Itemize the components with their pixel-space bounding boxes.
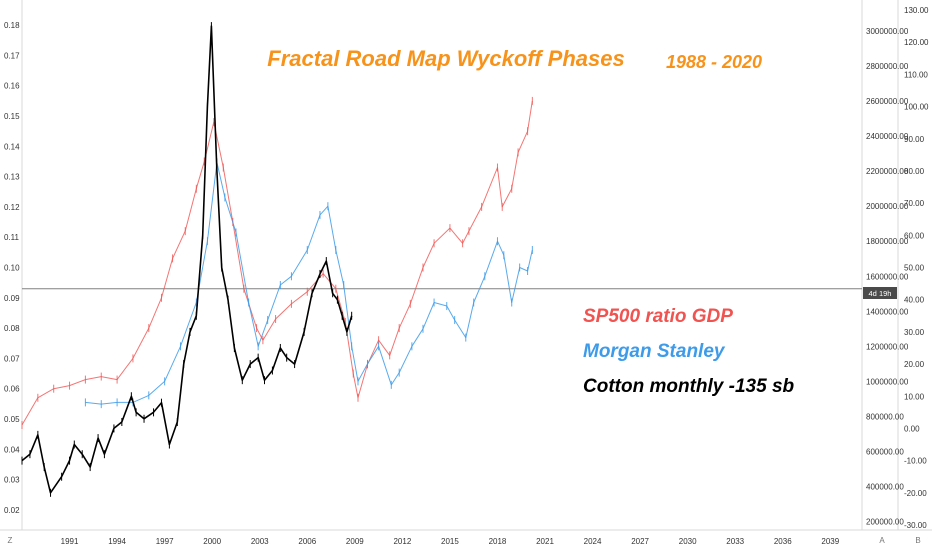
right-tick-label: 0.00 [904,424,920,433]
left-tick-label: 0.02 [4,506,20,515]
price-tag-label: 4d 19h [869,289,892,298]
right-tick-label: 50.00 [904,264,925,273]
left-tick-label: 0.04 [4,445,20,454]
mid-tick-label: 600000.00 [866,447,904,456]
right-tick-label: -10.00 [904,457,927,466]
time-tick-label: 2027 [631,537,649,546]
mid-tick-label: 800000.00 [866,412,904,421]
right-tick-label: -20.00 [904,489,927,498]
right-tick-label: 100.00 [904,103,929,112]
series-cotton-line [21,25,353,494]
right-tick-label: 30.00 [904,328,925,337]
left-tick-label: 0.18 [4,21,20,30]
right-tick-label: -30.00 [904,521,927,530]
left-tick-label: 0.11 [4,233,20,242]
time-tick-label: 2018 [489,537,507,546]
left-tick-label: 0.12 [4,203,20,212]
corner-label-left[interactable]: Z [8,536,13,545]
time-tick-label: 2015 [441,537,459,546]
right-tick-label: 110.00 [904,70,928,79]
left-tick-label: 0.10 [4,264,20,273]
legend-morgan-stanley-label: Morgan Stanley [583,341,726,362]
right-tick-label: 130.00 [904,6,929,15]
right-tick-label: 70.00 [904,199,925,208]
mid-tick-label: 1800000.00 [866,237,909,246]
right-axis-ticks[interactable]: 130.00 120.00 110.00 100.00 90.00 80.00 70.00 6… [904,6,929,530]
mid-tick-label: 1600000.00 [866,272,909,281]
right-tick-label: 20.00 [904,360,925,369]
mid-tick-label: 200000.00 [866,517,904,526]
legend-cotton-label: Cotton monthly -135 sb [583,376,795,397]
right-tick-label: 120.00 [904,38,929,47]
time-tick-label: 2003 [251,537,269,546]
right-tick-label: 10.00 [904,392,925,401]
time-axis-ticks[interactable]: 1991 1994 1997 2000 2003 2006 2009 2012 2015 2018… [61,537,840,546]
left-tick-label: 0.17 [4,51,20,60]
time-tick-label: 1991 [61,537,79,546]
time-tick-label: 2012 [393,537,411,546]
left-tick-label: 0.07 [4,354,20,363]
left-tick-label: 0.09 [4,294,20,303]
time-tick-label: 2000 [203,537,221,546]
time-tick-label: 2021 [536,537,554,546]
mid-tick-label: 400000.00 [866,482,904,491]
mid-tick-label: 1200000.00 [866,342,909,351]
price-tag-box [863,287,897,299]
corner-label-right[interactable]: B [915,536,920,545]
time-tick-label: 1997 [156,537,174,546]
right-tick-label: 90.00 [904,135,925,144]
mid-tick-label: 1000000.00 [866,377,909,386]
time-tick-label: 2033 [726,537,744,546]
time-tick-label: 2009 [346,537,364,546]
mid-tick-label: 2000000.00 [866,202,909,211]
chart-subtitle: 1988 - 2020 [666,52,762,72]
mid-tick-label: 2600000.00 [866,97,909,106]
time-tick-label: 2036 [774,537,792,546]
mid-tick-label: 2800000.00 [866,62,909,71]
corner-label-mid[interactable]: A [879,536,885,545]
left-tick-label: 0.05 [4,415,20,424]
left-tick-label: 0.16 [4,82,20,91]
mid-axis-ticks[interactable]: 3000000.00 2800000.00 2600000.00 2400000.00… [866,27,909,526]
left-tick-label: 0.14 [4,142,20,151]
left-tick-label: 0.06 [4,385,20,394]
legend-sp500-label: SP500 ratio GDP [583,306,733,327]
right-tick-label: 80.00 [904,167,925,176]
mid-tick-label: 2400000.00 [866,132,909,141]
left-axis-ticks[interactable]: 0.18 0.17 0.16 0.15 0.14 0.13 0.12 0.11 0.10 0.09… [4,21,20,515]
mid-tick-label: 1400000.00 [866,307,909,316]
left-tick-label: 0.15 [4,112,20,121]
right-tick-label: 60.00 [904,231,925,240]
time-tick-label: 2030 [679,537,697,546]
left-tick-label: 0.03 [4,476,20,485]
series-morgan-stanley-line [85,161,533,405]
left-tick-label: 0.13 [4,173,20,182]
time-tick-label: 2039 [821,537,839,546]
time-tick-label: 1994 [108,537,126,546]
mid-tick-label: 3000000.00 [866,27,909,36]
time-tick-label: 2024 [584,537,602,546]
right-tick-label: 40.00 [904,296,925,305]
mid-tick-label: 2200000.00 [866,167,909,176]
time-tick-label: 2006 [298,537,316,546]
left-tick-label: 0.08 [4,324,20,333]
chart-title: Fractal Road Map Wyckoff Phases [267,46,624,71]
series-layer [21,22,533,497]
